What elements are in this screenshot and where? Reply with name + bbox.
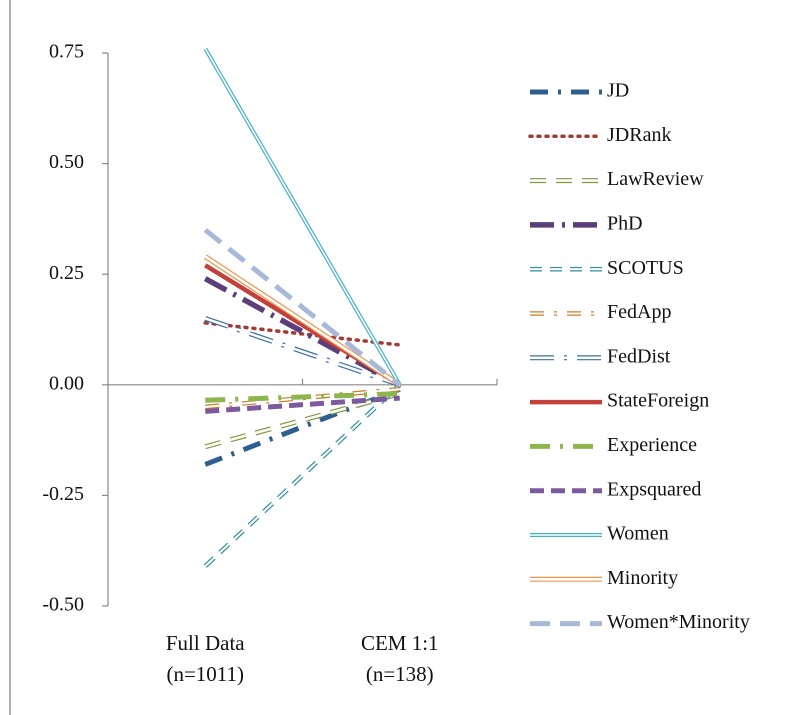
y-tick-label: 0.00 [49,372,84,394]
legend-label: Women*Minority [607,611,750,633]
legend-label: Expsquared [607,478,701,500]
legend-label: PhD [607,212,643,234]
y-tick-label: 0.50 [49,151,84,173]
series-line [205,391,400,403]
legend-label: LawReview [607,168,704,190]
legend-label: JDRank [607,124,671,146]
legend-label: Women [607,523,669,545]
series-line-inner [204,384,401,567]
y-tick-label: -0.50 [42,594,84,616]
series-line [203,228,402,387]
y-tick-label: -0.25 [42,483,84,505]
legend-label: FedDist [607,345,671,367]
x-tick-label: CEM 1:1 (n=138) [360,631,439,686]
y-tick-label: 0.25 [49,262,84,284]
series-line-inner [204,255,401,386]
legend-label: SCOTUS [607,257,684,279]
series-line-inner [204,317,401,387]
y-tick-label: 0.75 [49,41,84,63]
legend-label: JD [607,80,629,102]
legend-label: FedApp [607,301,671,323]
legend-label: StateForeign [607,390,709,412]
x-tick-label: Full Data (n=1011) [165,631,245,686]
series-line [203,321,402,347]
series-line-inner [204,48,401,386]
legend-label: Experience [607,434,697,456]
series-line-inner [204,392,401,448]
series-line [205,395,400,414]
legend-label: Minority [607,567,678,589]
